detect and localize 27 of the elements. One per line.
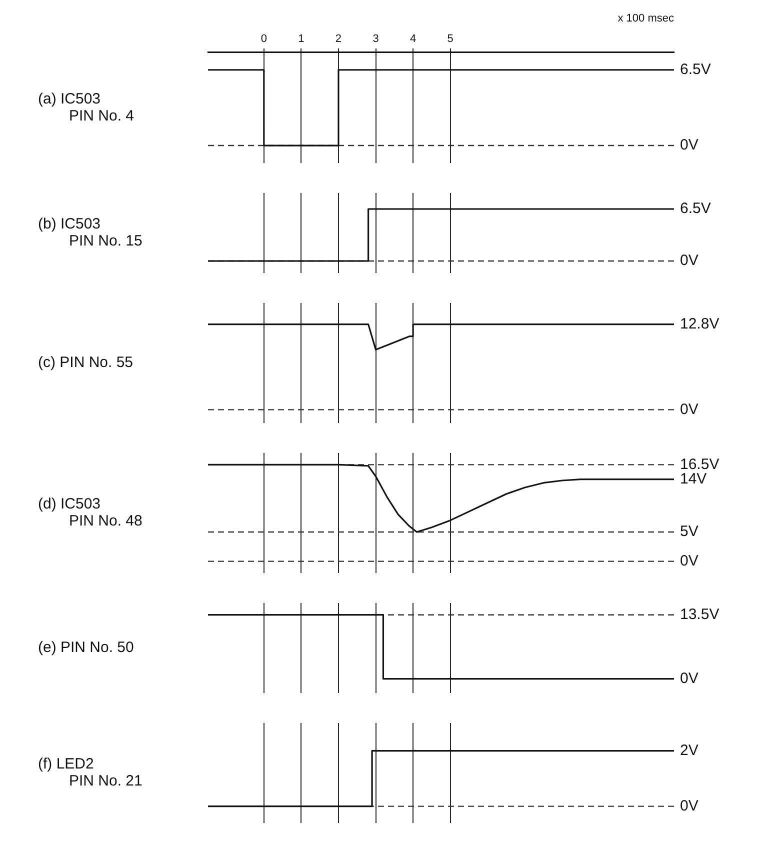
y-axis-title: (f) LED2 PIN No. 21 bbox=[38, 756, 142, 790]
x-tick-label: 5 bbox=[447, 32, 454, 45]
y-axis-title: (e) PIN No. 50 bbox=[38, 639, 134, 656]
y-tick-label: 0V bbox=[680, 797, 698, 814]
x-tick-label: 1 bbox=[298, 32, 304, 45]
y-tick-label: 16.5V bbox=[680, 456, 720, 473]
y-axis-title: (b) IC503 PIN No. 15 bbox=[38, 216, 142, 250]
y-axis-title: (a) IC503 PIN No. 4 bbox=[38, 90, 134, 124]
y-tick-label: 2V bbox=[680, 742, 698, 759]
x-tick-label: 0 bbox=[260, 32, 267, 45]
y-axis-title: (d) IC503 PIN No. 48 bbox=[38, 496, 142, 530]
x-tick-label: 2 bbox=[335, 32, 342, 45]
y-tick-label: 6.5V bbox=[680, 200, 711, 218]
x-tick-label: 3 bbox=[372, 32, 379, 45]
y-tick-label: 12.8V bbox=[680, 315, 720, 332]
y-tick-label: 0V bbox=[680, 400, 698, 418]
x-axis-title: x 100 msec bbox=[618, 12, 674, 25]
y-tick-label: 14V bbox=[680, 470, 707, 488]
y-axis-title: (c) PIN No. 55 bbox=[38, 354, 134, 372]
y-tick-label: 0V bbox=[680, 252, 698, 270]
y-tick-label: 0V bbox=[680, 136, 698, 154]
y-tick-label: 0V bbox=[680, 670, 698, 687]
x-tick-label: 4 bbox=[410, 32, 416, 45]
y-tick-label: 13.5V bbox=[680, 606, 720, 623]
y-tick-label: 6.5V bbox=[680, 61, 711, 78]
y-tick-label: 0V bbox=[680, 552, 698, 570]
y-tick-label: 5V bbox=[680, 523, 698, 540]
